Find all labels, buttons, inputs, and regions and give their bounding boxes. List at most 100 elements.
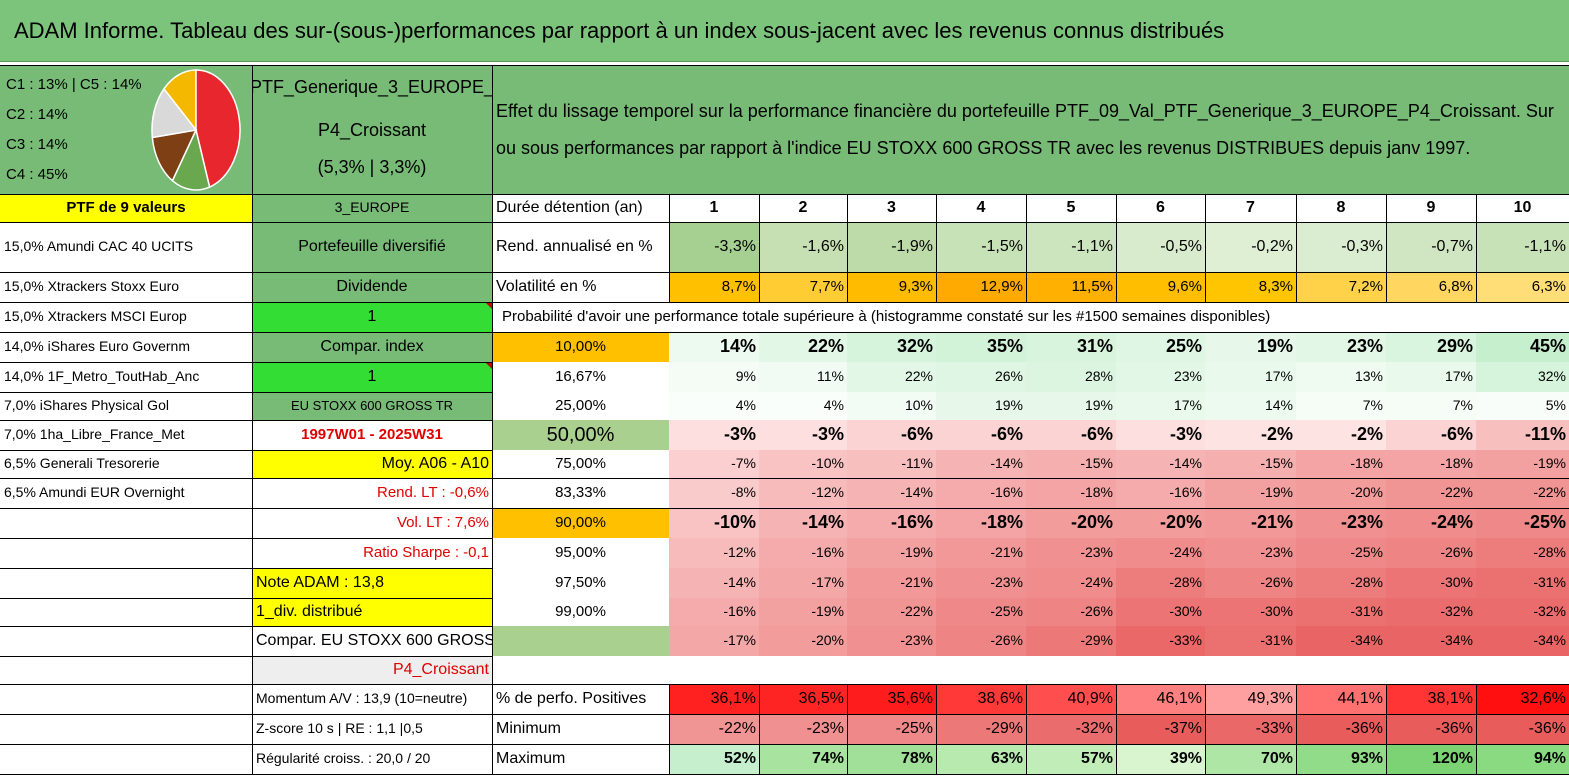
positive-value: 36,1% <box>669 684 759 714</box>
probability-threshold: 16,67% <box>555 367 606 385</box>
minimum-value: -23% <box>759 714 847 744</box>
probability-value: 32% <box>1476 362 1569 392</box>
description-text: Effet du lissage temporel sur la perform… <box>492 66 1569 194</box>
probability-value: -23% <box>936 568 1026 598</box>
info-dividende-val: 1 <box>252 302 492 332</box>
probability-value: -32% <box>1476 598 1569 626</box>
pie-slice-c5 <box>151 87 198 139</box>
probability-value: 14% <box>669 332 759 362</box>
minimum-value: -36% <box>1296 714 1386 744</box>
probability-value: -30% <box>1116 598 1205 626</box>
grid-line <box>1476 194 1477 302</box>
pie-slice-c3 <box>171 127 211 191</box>
probability-value: -14% <box>847 478 936 508</box>
probability-value: -25% <box>936 598 1026 626</box>
rend-value: -0,7% <box>1386 222 1476 272</box>
probability-value: 31% <box>1026 332 1116 362</box>
probability-value: -23% <box>847 626 936 656</box>
holding-row: 14,0% iShares Euro Governm <box>4 338 190 355</box>
probability-value: -22% <box>1476 478 1569 508</box>
probability-value: -14% <box>936 450 1026 478</box>
probability-value: -18% <box>1296 450 1386 478</box>
probability-value: -2% <box>1205 420 1296 450</box>
info-note: Note ADAM : 13,8 <box>252 568 492 598</box>
probability-value: -17% <box>669 626 759 656</box>
rend-value: -1,1% <box>1476 222 1569 272</box>
positive-value: 32,6% <box>1476 684 1569 714</box>
probability-value: -20% <box>1116 508 1205 538</box>
probability-value: -8% <box>669 478 759 508</box>
probability-value: -12% <box>759 478 847 508</box>
probability-value: -25% <box>1296 538 1386 568</box>
year-header: 10 <box>1513 199 1532 217</box>
probability-value: -21% <box>1205 508 1296 538</box>
grid-line <box>1205 194 1206 302</box>
probability-value: 4% <box>759 392 847 420</box>
grid-line <box>0 774 492 775</box>
info-zone: 3_EUROPE <box>252 194 492 222</box>
grid-line <box>759 194 760 302</box>
maximum-value: 120% <box>1386 744 1476 774</box>
positive-value: 35,6% <box>847 684 936 714</box>
holding-row: 15,0% Xtrackers Stoxx Euro <box>4 278 180 295</box>
probability-value: 22% <box>759 332 847 362</box>
probability-value: -6% <box>847 420 936 450</box>
grid-line <box>0 598 492 599</box>
probability-threshold: 95,00% <box>555 543 606 561</box>
probability-value: 23% <box>1116 362 1205 392</box>
grid-line <box>252 66 253 774</box>
probability-value: -21% <box>936 538 1026 568</box>
probability-value: -18% <box>1026 478 1116 508</box>
probability-value: 19% <box>1026 392 1116 420</box>
holding-row: 14,0% 1F_Metro_ToutHab_Anc <box>4 368 200 385</box>
probability-value: 5% <box>1476 392 1569 420</box>
probability-value: -34% <box>1476 626 1569 656</box>
probability-value: -16% <box>936 478 1026 508</box>
info-index-name: EU STOXX 600 GROSS TR <box>252 392 492 420</box>
holding-row: 7,0% iShares Physical Gol <box>4 397 169 414</box>
probability-value: -26% <box>1386 538 1476 568</box>
probability-value: 19% <box>1205 332 1296 362</box>
year-header: 3 <box>887 199 896 217</box>
positive-value: 38,1% <box>1386 684 1476 714</box>
probability-value: -22% <box>847 598 936 626</box>
grid-line <box>0 222 1569 223</box>
portfolio-name-line2: P4_Croissant <box>317 120 427 141</box>
probability-value: 28% <box>1026 362 1116 392</box>
probability-value: -10% <box>759 450 847 478</box>
probability-value: -19% <box>847 538 936 568</box>
grid-line <box>1116 194 1117 302</box>
grid-line <box>0 420 492 421</box>
year-header: 7 <box>1246 199 1255 217</box>
profile-filler <box>492 626 669 656</box>
vol-value: 12,9% <box>936 272 1026 302</box>
info-regularite: Régularité croiss. : 20,0 / 20 <box>256 750 431 767</box>
probability-threshold: 97,50% <box>555 573 606 591</box>
probability-value: -18% <box>1386 450 1476 478</box>
pie-legend-item: C2 : 14% <box>6 105 68 123</box>
grid-line <box>0 302 1569 303</box>
year-header: 6 <box>1156 199 1165 217</box>
grid-line <box>492 684 1569 685</box>
minimum-label: Minimum <box>496 720 561 738</box>
probability-value: 4% <box>669 392 759 420</box>
probability-value: -34% <box>1296 626 1386 656</box>
grid-line <box>0 450 492 451</box>
year-header: 9 <box>1426 199 1436 217</box>
grid-line <box>492 714 1569 715</box>
positive-value: 38,6% <box>936 684 1026 714</box>
probability-value: -23% <box>1205 538 1296 568</box>
probability-value: -3% <box>669 420 759 450</box>
probability-value: -15% <box>1026 450 1116 478</box>
probability-value: -11% <box>1476 420 1569 450</box>
probability-threshold: 90,00% <box>492 508 669 538</box>
probability-threshold: 83,33% <box>555 483 606 501</box>
probability-value: 14% <box>1205 392 1296 420</box>
maximum-label: Maximum <box>496 750 566 768</box>
grid-line <box>0 568 492 569</box>
grid-line <box>0 684 492 685</box>
vol-value: 8,3% <box>1205 272 1296 302</box>
grid-line <box>0 538 492 539</box>
probability-value: -31% <box>1205 626 1296 656</box>
